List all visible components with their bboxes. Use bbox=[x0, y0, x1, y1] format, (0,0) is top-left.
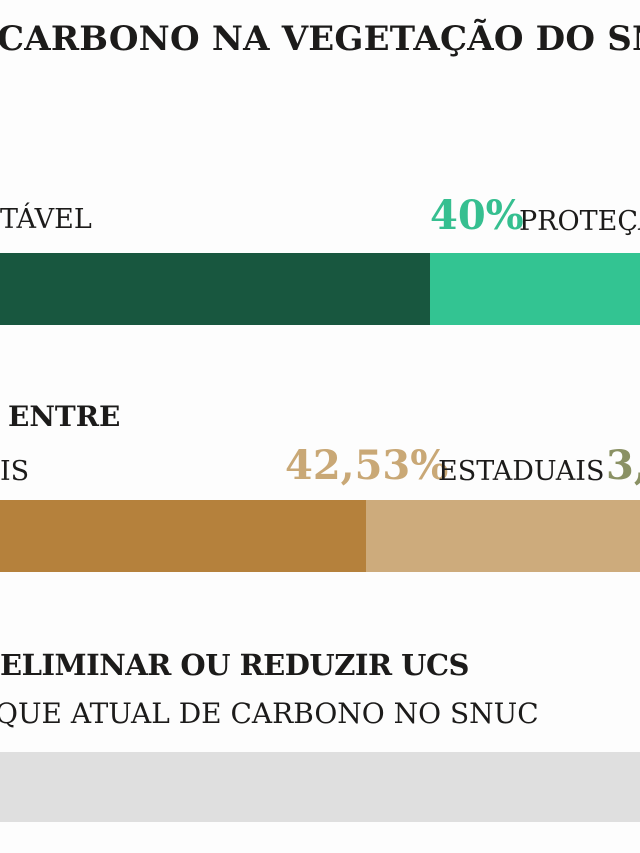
section-heading-eliminar-fragment: ELIMINAR OU REDUZIR UCS bbox=[0, 648, 469, 682]
protection-stacked-bar bbox=[0, 253, 640, 325]
value-municipais-fragment: 3, bbox=[606, 442, 640, 489]
label-estaduais: ESTADUAIS bbox=[438, 456, 605, 487]
label-uso-sustentavel-fragment: TÁVEL bbox=[0, 204, 92, 235]
bar-segment-estaduais bbox=[366, 500, 640, 572]
section-heading-entre-fragment: ENTRE bbox=[8, 400, 121, 433]
subheading-estoque-fragment: QUE ATUAL DE CARBONO NO SNUC bbox=[0, 697, 539, 730]
bar-segment-gray bbox=[0, 752, 640, 822]
page-title: CARBONO NA VEGETAÇÃO DO SNUC bbox=[0, 19, 640, 59]
bar-segment-federais bbox=[0, 500, 366, 572]
bar-segment-uso-sustentavel bbox=[0, 253, 430, 325]
value-estaduais-percent: 42,53% bbox=[285, 442, 449, 489]
label-protecao-fragment: PROTEÇÃO bbox=[519, 206, 640, 237]
jurisdiction-stacked-bar bbox=[0, 500, 640, 572]
label-federais-fragment: IS bbox=[0, 456, 30, 487]
threat-bar bbox=[0, 752, 640, 822]
value-protecao-percent: 40% bbox=[430, 192, 524, 239]
bar-segment-protecao-integral bbox=[430, 253, 640, 325]
